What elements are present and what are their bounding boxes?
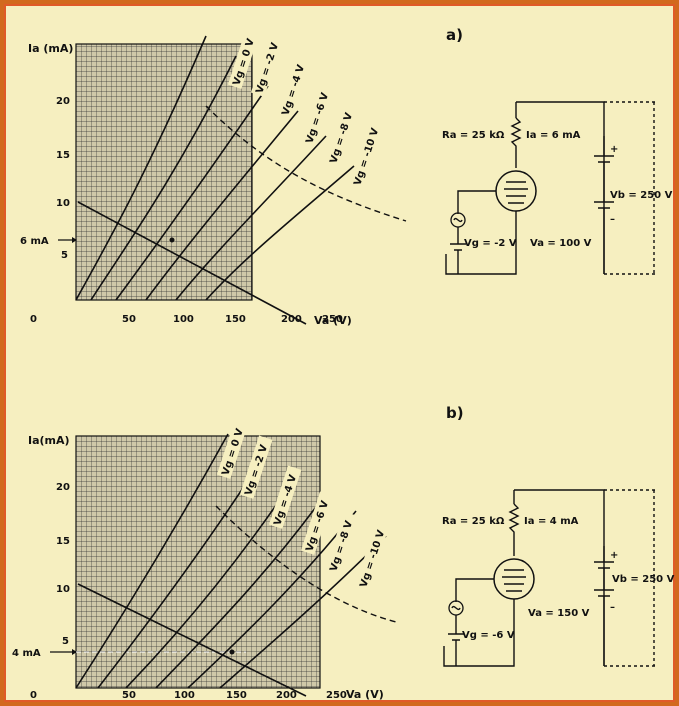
x-tick-label: 0 — [30, 314, 37, 325]
figure-frame: Ia (mA) Va (V) 20 15 10 5 0 50 100 150 2… — [4, 4, 675, 702]
sine-icon — [451, 605, 461, 611]
panel-a-circuit: a) + – Ra = 25 kΩ Ia = 6 mA Vb = 250 V V… — [442, 26, 673, 275]
bias-battery — [448, 615, 464, 666]
bias-battery — [450, 227, 466, 274]
panel-b-chart: Ia(mA) Va (V) 20 15 10 5 0 50 100 150 20… — [12, 421, 397, 701]
x-tick-label: 150 — [225, 314, 246, 325]
panel-letter: a) — [446, 26, 463, 44]
panel-a-chart: Ia (mA) Va (V) 20 15 10 5 0 50 100 150 2… — [20, 31, 407, 327]
plus-sign: + — [610, 550, 618, 561]
curve-label: Vg = -6 V — [304, 91, 331, 145]
grid-area — [75, 43, 253, 301]
plus-sign: + — [610, 144, 618, 155]
y-tick-label: 15 — [56, 536, 70, 547]
cathode-wire — [443, 599, 515, 667]
anode-voltage-label: Va = 150 V — [528, 608, 590, 619]
x-tick-label: 100 — [174, 690, 195, 701]
resistor-ra — [508, 503, 520, 556]
x-tick-label: 200 — [276, 690, 297, 701]
vb-dimension — [604, 489, 658, 667]
curve-label: Vg = -4 V — [280, 63, 307, 117]
sine-icon — [453, 217, 463, 223]
panel-b-circuit: b) + – Ra = 25 kΩ Ia = 4 mA Vb = 250 V V… — [442, 404, 675, 667]
x-tick-label: 50 — [122, 314, 136, 325]
grid-voltage-label: Vg = -6 V — [462, 630, 515, 641]
plate-curve-vg-10 — [205, 165, 355, 301]
vacuum-tube — [495, 170, 537, 212]
grid-wire — [457, 190, 496, 214]
y-axis-label: Ia(mA) — [28, 434, 70, 447]
supply-battery — [594, 136, 614, 274]
load-line — [77, 201, 307, 325]
marker-arrowhead — [72, 649, 77, 655]
resistor-label: Ra = 25 kΩ — [442, 130, 505, 141]
supply-voltage-label: Vb = 250 V — [610, 190, 673, 201]
plate-curve-vg-10 — [219, 535, 387, 689]
y-tick-label: 15 — [56, 150, 70, 161]
y-tick-label: 5 — [62, 636, 69, 647]
vb-dimension — [604, 101, 658, 275]
figure-canvas: Ia (mA) Va (V) 20 15 10 5 0 50 100 150 2… — [12, 26, 675, 701]
vacuum-tube — [493, 558, 535, 600]
grid-area — [75, 435, 321, 689]
resistor-label: Ra = 25 kΩ — [442, 516, 505, 527]
x-axis-label: Va (V) — [314, 314, 352, 327]
x-tick-label: 100 — [173, 314, 194, 325]
panel-letter: b) — [446, 404, 464, 422]
current-label: Ia = 6 mA — [526, 130, 581, 141]
plate-curve-vg-2 — [90, 55, 237, 301]
y-tick-label: 10 — [56, 198, 70, 209]
y-axis-label: Ia (mA) — [28, 42, 73, 55]
plate-curve-vg0 — [75, 35, 207, 301]
y-tick-label: 20 — [56, 482, 70, 493]
supply-voltage-label: Vb = 250 V — [612, 574, 675, 585]
y-tick-label: 5 — [61, 250, 68, 261]
operating-point — [169, 237, 175, 243]
y-tick-label: 10 — [56, 584, 70, 595]
minus-sign: – — [610, 214, 615, 225]
current-label: Ia = 4 mA — [524, 516, 579, 527]
x-tick-label: 250 — [326, 690, 347, 701]
x-tick-label: 0 — [30, 690, 37, 701]
minus-sign: – — [610, 602, 615, 613]
anode-voltage-label: Va = 100 V — [530, 238, 592, 249]
tube-grids — [502, 569, 526, 592]
resistor-ra — [510, 117, 522, 168]
plate-curve-vg-6 — [155, 495, 325, 689]
grid-wire — [455, 578, 494, 602]
marker-arrowhead — [72, 237, 77, 243]
cathode-wire — [445, 211, 517, 275]
x-tick-label: 50 — [122, 690, 136, 701]
max-dissipation-curve — [215, 505, 397, 623]
x-tick-label: 200 — [281, 314, 302, 325]
plate-curve-vg-6 — [145, 110, 299, 301]
grid-voltage-label: Vg = -2 V — [464, 238, 517, 249]
x-axis-label: Va (V) — [346, 688, 384, 701]
x-tick-label: 150 — [226, 690, 247, 701]
plate-curve-vg-8 — [175, 135, 327, 301]
x-tick-label: 250 — [322, 314, 343, 325]
plate-curve-vg-4 — [125, 475, 297, 689]
tube-grids — [504, 181, 528, 204]
plate-curve-vg-4 — [115, 85, 269, 301]
curve-label: Vg = -8 V — [328, 519, 355, 573]
y-tick-label: 20 — [56, 96, 70, 107]
operating-point — [229, 649, 235, 655]
current-marker-label: 4 mA — [12, 648, 41, 659]
max-dissipation-curve — [205, 105, 407, 222]
plate-curve-vg-8 — [187, 510, 357, 689]
load-line — [77, 583, 307, 697]
current-marker-label: 6 mA — [20, 236, 49, 247]
supply-battery — [594, 546, 614, 666]
curve-label: Vg = -8 V — [328, 111, 355, 165]
plate-curve-vg0 — [75, 433, 229, 689]
